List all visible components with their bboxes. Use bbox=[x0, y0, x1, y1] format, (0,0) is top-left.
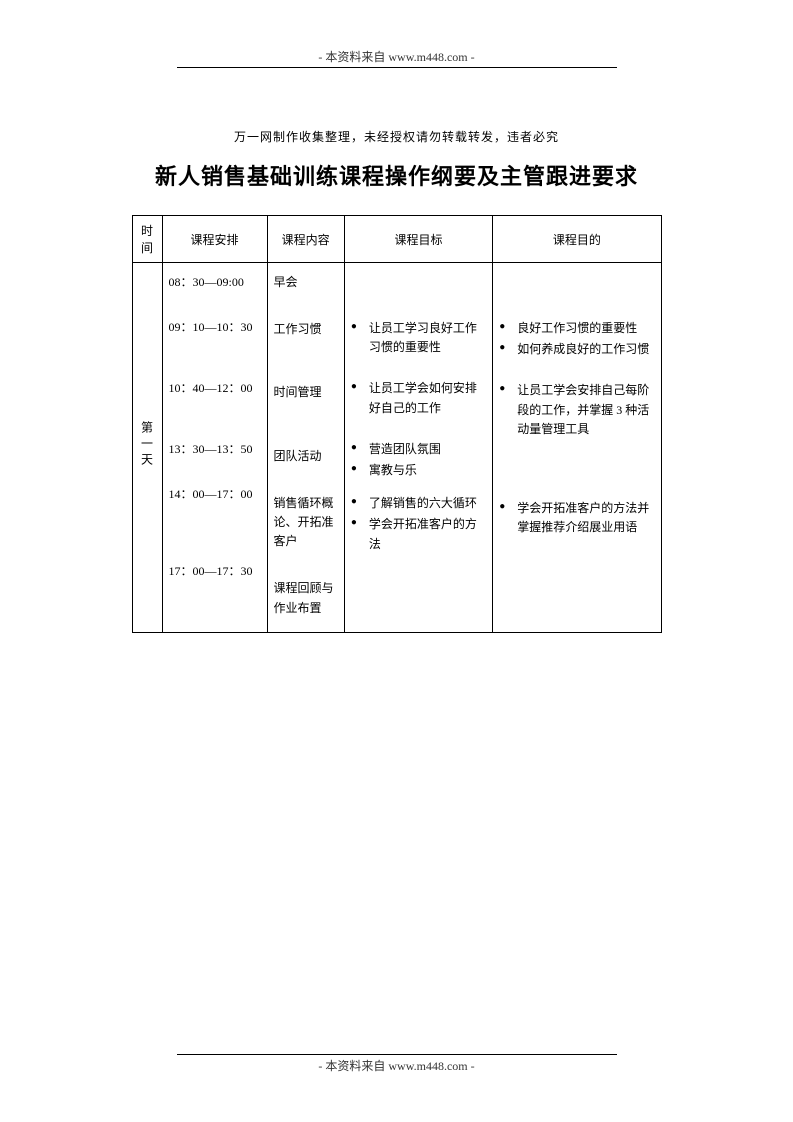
header-source-text: - 本资料来自 www.m448.com - bbox=[318, 50, 474, 64]
time-slot: 14：00—17：00 bbox=[169, 485, 261, 502]
purpose-item: 让员工学会安排自己每阶段的工作，并掌握 3 种活动量管理工具 bbox=[499, 381, 654, 439]
time-slot: 10：40—12：00 bbox=[169, 379, 261, 396]
content-item: 早会 bbox=[274, 273, 338, 292]
col-header-time: 时间 bbox=[132, 216, 162, 263]
content-item: 工作习惯 bbox=[274, 320, 338, 339]
goal-item: 学会开拓准客户的方法 bbox=[351, 515, 486, 553]
col-header-content: 课程内容 bbox=[267, 216, 344, 263]
purpose-item: 良好工作习惯的重要性 bbox=[499, 319, 654, 338]
footer-source-text: - 本资料来自 www.m448.com - bbox=[318, 1059, 474, 1073]
purpose-item: 如何养成良好的工作习惯 bbox=[499, 340, 654, 359]
header-divider bbox=[177, 67, 617, 68]
goal-cell: 让员工学习良好工作习惯的重要性 让员工学会如何安排好自己的工作 营造团队氛围 寓… bbox=[344, 263, 492, 633]
schedule-cell: 08：30—09:00 09：10—10：30 10：40—12：00 13：3… bbox=[162, 263, 267, 633]
goal-item: 营造团队氛围 bbox=[351, 440, 486, 459]
goal-item: 让员工学会如何安排好自己的工作 bbox=[351, 379, 486, 417]
time-slot: 13：30—13：50 bbox=[169, 440, 261, 457]
content-item: 课程回顾与作业布置 bbox=[274, 579, 338, 617]
footer-divider bbox=[177, 1054, 617, 1055]
content-cell: 早会 工作习惯 时间管理 团队活动 销售循环概论、开拓准客户 课程回顾与作业布置 bbox=[267, 263, 344, 633]
page-header: - 本资料来自 www.m448.com - bbox=[0, 0, 793, 65]
copyright-notice: 万一网制作收集整理，未经授权请勿转载转发，违者必究 bbox=[0, 128, 793, 145]
document-title: 新人销售基础训练课程操作纲要及主管跟进要求 bbox=[0, 159, 793, 191]
content-item: 销售循环概论、开拓准客户 bbox=[274, 494, 338, 552]
time-slot: 09：10—10：30 bbox=[169, 318, 261, 335]
goal-item: 寓教与乐 bbox=[351, 461, 486, 480]
col-header-schedule: 课程安排 bbox=[162, 216, 267, 263]
purpose-cell: 良好工作习惯的重要性 如何养成良好的工作习惯 让员工学会安排自己每阶段的工作，并… bbox=[493, 263, 661, 633]
page-footer: - 本资料来自 www.m448.com - bbox=[0, 1054, 793, 1074]
purpose-list: 良好工作习惯的重要性 如何养成良好的工作习惯 bbox=[499, 319, 654, 359]
table-row: 第一天 08：30—09:00 09：10—10：30 10：40—12：00 … bbox=[132, 263, 661, 633]
time-slot: 08：30—09:00 bbox=[169, 273, 261, 290]
goal-list: 了解销售的六大循环 学会开拓准客户的方法 bbox=[351, 494, 486, 554]
col-header-purpose: 课程目的 bbox=[493, 216, 661, 263]
goal-list: 让员工学会如何安排好自己的工作 bbox=[351, 379, 486, 417]
goal-list: 营造团队氛围 寓教与乐 bbox=[351, 440, 486, 480]
table-header-row: 时间 课程安排 课程内容 课程目标 课程目的 bbox=[132, 216, 661, 263]
day-label: 第一天 bbox=[139, 421, 156, 469]
content-item: 团队活动 bbox=[274, 447, 338, 466]
goal-item: 了解销售的六大循环 bbox=[351, 494, 486, 513]
purpose-item: 学会开拓准客户的方法并掌握推荐介绍展业用语 bbox=[499, 499, 654, 537]
goal-list: 让员工学习良好工作习惯的重要性 bbox=[351, 319, 486, 357]
content-item: 时间管理 bbox=[274, 383, 338, 402]
purpose-list: 学会开拓准客户的方法并掌握推荐介绍展业用语 bbox=[499, 499, 654, 537]
goal-item: 让员工学习良好工作习惯的重要性 bbox=[351, 319, 486, 357]
schedule-table: 时间 课程安排 课程内容 课程目标 课程目的 第一天 08：30—09:00 0… bbox=[132, 215, 662, 633]
purpose-list: 让员工学会安排自己每阶段的工作，并掌握 3 种活动量管理工具 bbox=[499, 381, 654, 439]
time-slot: 17：00—17：30 bbox=[169, 562, 261, 579]
schedule-table-container: 时间 课程安排 课程内容 课程目标 课程目的 第一天 08：30—09:00 0… bbox=[132, 215, 662, 633]
col-header-goal: 课程目标 bbox=[344, 216, 492, 263]
day-label-cell: 第一天 bbox=[132, 263, 162, 633]
